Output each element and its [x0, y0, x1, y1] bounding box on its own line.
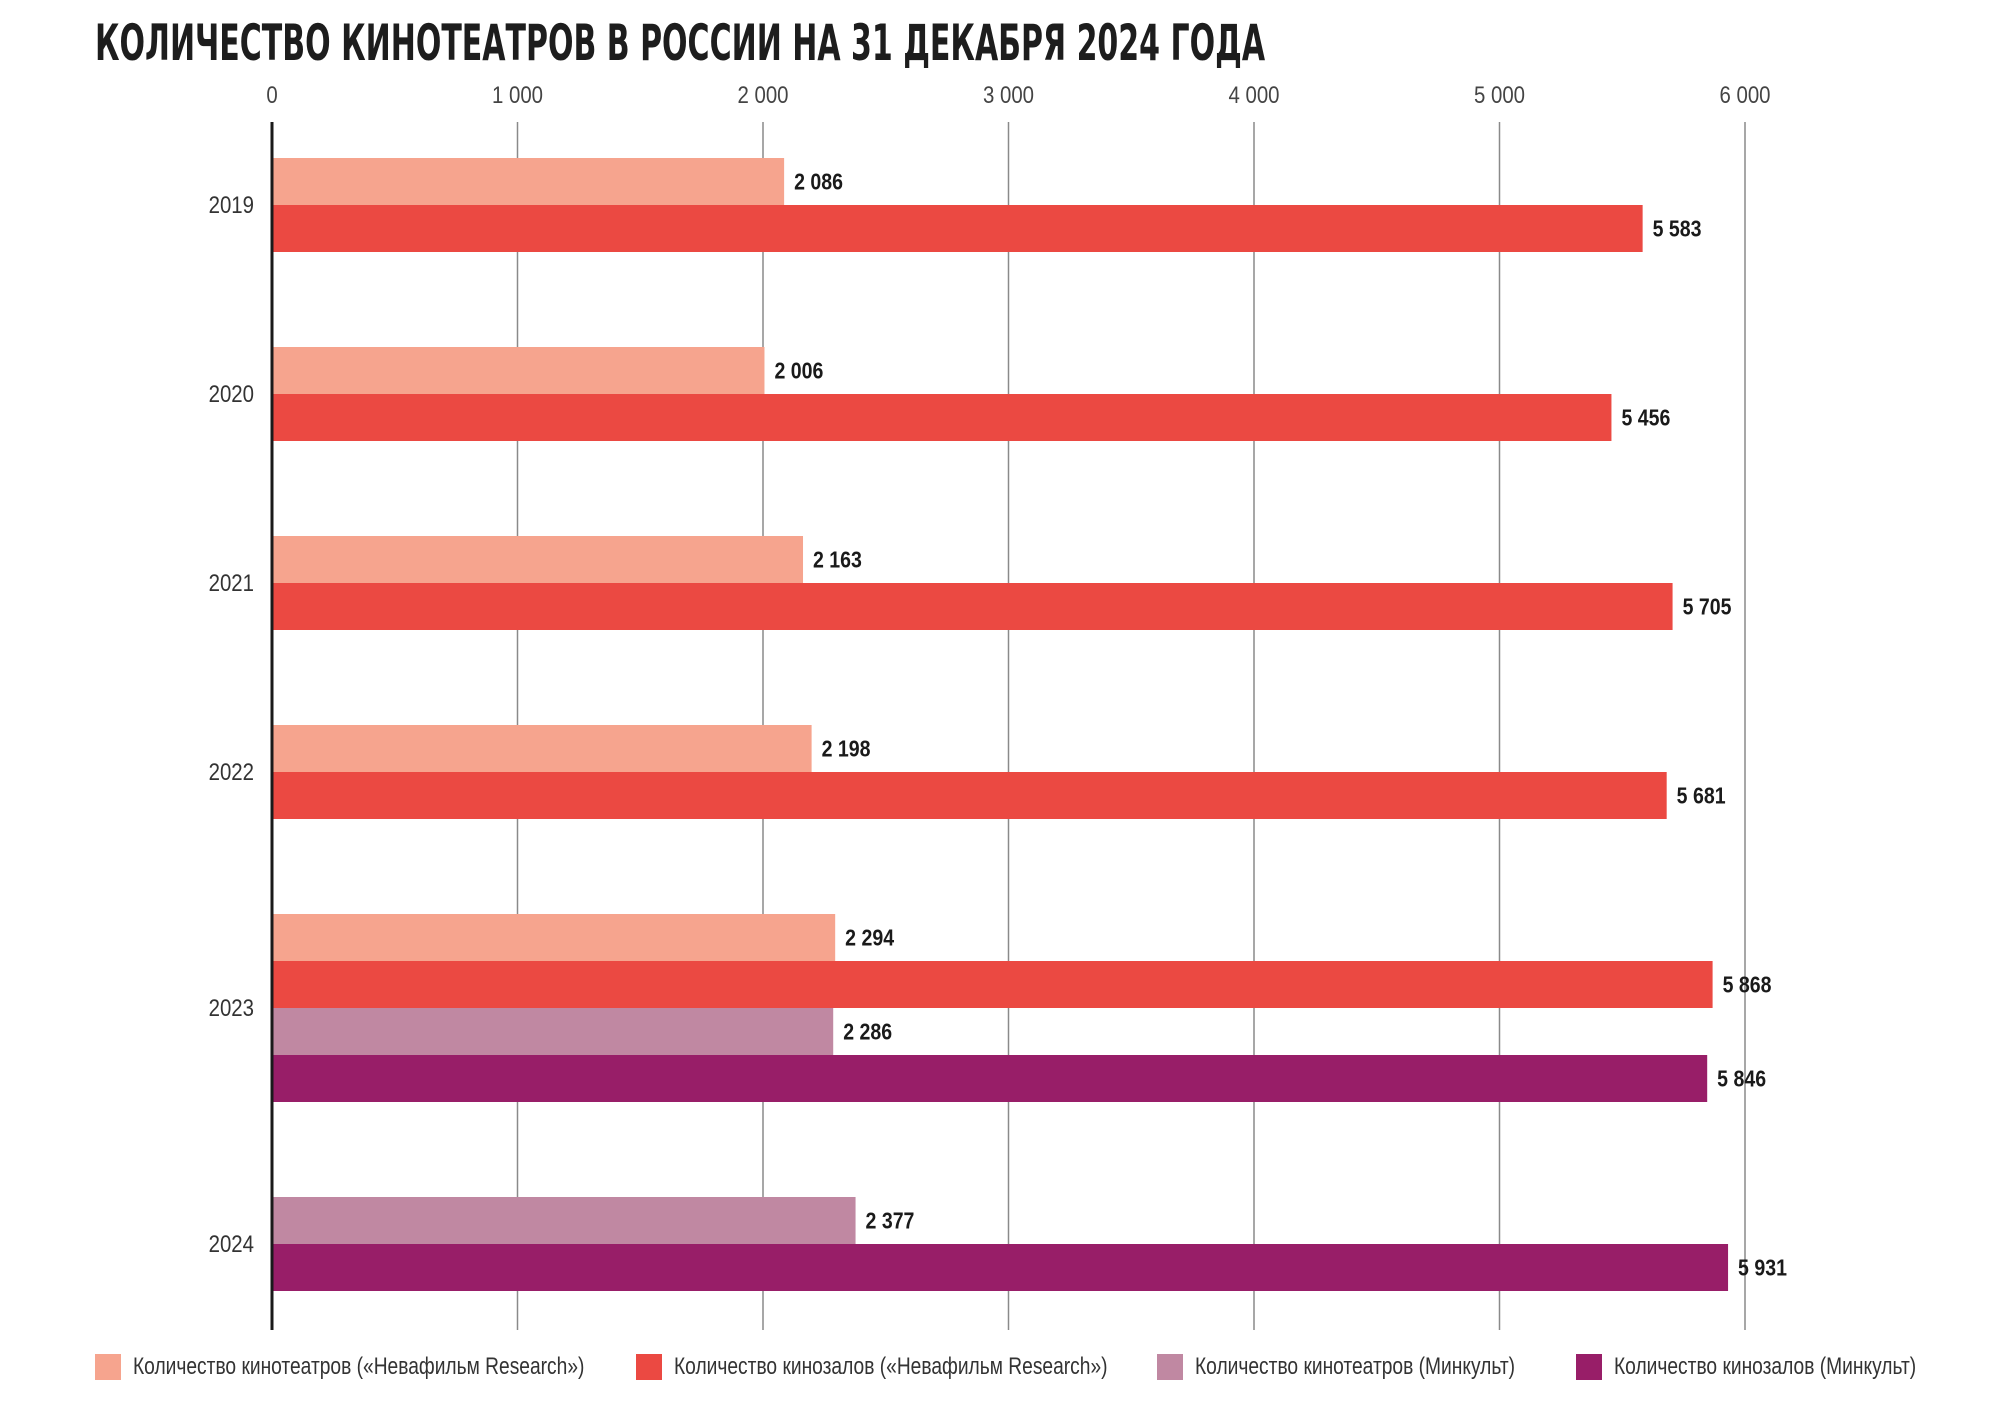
category-label: 2024	[209, 1230, 254, 1257]
bar	[272, 1197, 856, 1244]
legend-item-minkult-screens: Количество кинозалов (Минкульт)	[1576, 1352, 1992, 1382]
data-label: 2 198	[822, 736, 871, 762]
category-label: 2020	[209, 380, 254, 407]
x-tick-label: 2 000	[737, 81, 788, 108]
legend-item-nevafilm-theaters: Количество кинотеатров («Невафильм Resea…	[95, 1352, 697, 1382]
legend-swatch	[1576, 1354, 1602, 1380]
bar	[272, 347, 764, 394]
bar	[272, 583, 1673, 630]
legend-label: Количество кинотеатров (Минкульт)	[1195, 1353, 1515, 1381]
data-label: 5 705	[1683, 594, 1732, 620]
category-label: 2021	[209, 569, 254, 596]
legend-label: Количество кинозалов (Минкульт)	[1614, 1353, 1916, 1381]
x-tick-label: 0	[266, 81, 277, 108]
legend-swatch	[95, 1354, 121, 1380]
data-label: 5 846	[1717, 1066, 1766, 1092]
bar	[272, 914, 835, 961]
data-label: 2 086	[794, 169, 843, 195]
legend-item-nevafilm-screens: Количество кинозалов («Невафильм Researc…	[636, 1352, 1216, 1382]
category-label: 2023	[209, 994, 254, 1021]
data-label: 2 286	[843, 1019, 892, 1045]
x-tick-label: 5 000	[1474, 81, 1525, 108]
data-label: 2 006	[774, 358, 823, 384]
data-label: 5 868	[1723, 972, 1772, 998]
x-tick-label: 3 000	[983, 81, 1034, 108]
data-label: 2 163	[813, 547, 862, 573]
bar	[272, 1055, 1707, 1102]
category-label: 2022	[209, 758, 254, 785]
bar	[272, 1008, 833, 1055]
bar-chart: 2 086 5 583 2 006 5 456 2 163 5 705 2 198 5 681…	[0, 0, 2000, 1340]
category-label: 2019	[209, 191, 254, 218]
data-label: 5 456	[1621, 405, 1670, 431]
bars-layer	[272, 158, 1728, 1291]
bar	[272, 1244, 1728, 1291]
bar	[272, 536, 803, 583]
data-label: 2 294	[845, 925, 894, 951]
data-label: 5 583	[1653, 216, 1702, 242]
legend-swatch	[636, 1354, 662, 1380]
data-label: 2 377	[866, 1208, 915, 1234]
x-tick-label: 6 000	[1719, 81, 1770, 108]
legend-label: Количество кинозалов («Невафильм Researc…	[674, 1353, 1108, 1381]
legend-swatch	[1157, 1354, 1183, 1380]
bar	[272, 772, 1667, 819]
legend-item-minkult-theaters: Количество кинотеатров (Минкульт)	[1157, 1352, 1595, 1382]
data-label: 5 681	[1677, 783, 1726, 809]
labels-layer: 2 086 5 583 2 006 5 456 2 163 5 705 2 198 5 681…	[774, 169, 1787, 1281]
bar	[272, 205, 1643, 252]
legend-label: Количество кинотеатров («Невафильм Resea…	[133, 1353, 584, 1381]
axis-layer: 0 1 000 2 000 3 000 4 000 5 000 6 000 2019 2020 2…	[209, 81, 1771, 1330]
bar	[272, 961, 1713, 1008]
x-tick-label: 4 000	[1228, 81, 1279, 108]
data-label: 5 931	[1738, 1255, 1787, 1281]
bar	[272, 158, 784, 205]
x-tick-label: 1 000	[492, 81, 543, 108]
bar	[272, 394, 1611, 441]
bar	[272, 725, 812, 772]
